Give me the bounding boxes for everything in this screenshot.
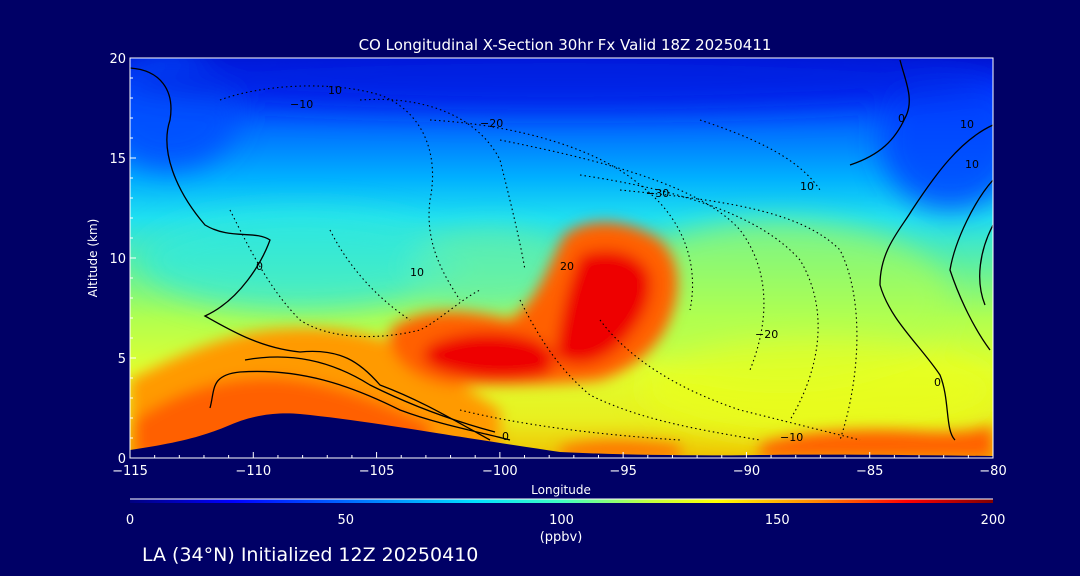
contour-label: 10 (328, 84, 342, 97)
colorbar-units: (ppbv) (540, 530, 583, 545)
colorbar-ticks: 0 50 100 150 200 (126, 513, 1006, 528)
colorbar: 0 50 100 150 200 (ppbv) (126, 498, 1006, 545)
co-region-cyan-mid (410, 230, 570, 310)
contour-dotted-12 (699, 119, 821, 191)
contour-solid-5 (879, 124, 993, 441)
contour-label: −10 (780, 431, 803, 444)
contour-label: 20 (560, 260, 574, 273)
x-tick-label: −95 (609, 464, 636, 479)
contour-solid-6 (949, 179, 993, 351)
contour-solid-1 (130, 67, 491, 441)
contour-label: −10 (290, 98, 313, 111)
contour-label: 0 (502, 430, 509, 443)
y-tick-label: 5 (118, 352, 126, 367)
contour-dotted-3 (429, 119, 694, 311)
co-region-yellow-right (640, 340, 993, 440)
x-tick-label: −80 (979, 464, 1006, 479)
contour-label: 10 (410, 266, 424, 279)
co-region-green-right (610, 220, 950, 380)
contour-dotted-8 (329, 229, 411, 321)
chart-title: CO Longitudinal X-Section 30hr Fx Valid … (359, 36, 772, 54)
x-tick-label: −110 (235, 464, 271, 479)
co-region-right-blue (880, 70, 993, 210)
contour-dotted-2 (359, 98, 526, 271)
dotted-contours (219, 85, 861, 441)
contour-solid-3 (244, 356, 496, 433)
contour-labels: 10 −20 −30 20 10 0 −20 10 10 0 0 −10 10 … (256, 84, 979, 444)
co-plume-hotspot-west (423, 332, 554, 380)
terrain-mask (130, 413, 993, 458)
x-tick-label: −105 (359, 464, 395, 479)
colorbar-tick-label: 100 (549, 513, 574, 528)
contour-label: 10 (965, 158, 979, 171)
y-tick-label: 10 (109, 252, 126, 267)
contour-label: −30 (646, 187, 669, 200)
x-tick-label: −90 (733, 464, 760, 479)
co-region-upper-blue (130, 58, 993, 110)
contour-dotted-1 (219, 85, 461, 301)
y-axis-label: Altitude (km) (86, 219, 100, 298)
contour-label: 10 (800, 180, 814, 193)
contour-dotted-11 (459, 409, 681, 441)
contour-label: 0 (934, 376, 941, 389)
colorbar-tick-label: 200 (981, 513, 1006, 528)
y-axis: 0 5 10 15 20 (109, 52, 136, 467)
y-tick-label: 20 (109, 52, 126, 67)
contour-label: 10 (960, 118, 974, 131)
contour-solid-7 (979, 224, 993, 306)
x-tick-label: −85 (856, 464, 883, 479)
contour-dotted-4 (499, 139, 765, 371)
solid-contours (130, 59, 993, 441)
x-tick-label: −100 (482, 464, 518, 479)
colorbar-tick-label: 0 (126, 513, 134, 528)
colorbar-gradient (130, 499, 993, 503)
contour-label: 0 (256, 260, 263, 273)
x-axis: −115 −110 −105 −100 −95 −90 −85 −80 (112, 452, 1007, 479)
x-tick-label: −115 (112, 464, 148, 479)
contour-label: −20 (480, 117, 503, 130)
contour-label: 0 (898, 112, 905, 125)
contour-solid-2 (209, 370, 511, 441)
contour-solid-4 (849, 59, 910, 166)
co-field-regions (130, 58, 993, 440)
plot-area: 10 −20 −30 20 10 0 −20 10 10 0 0 −10 10 … (130, 58, 993, 458)
colorbar-tick-label: 150 (765, 513, 790, 528)
co-region-cyan-left (140, 210, 460, 310)
y-tick-label: 15 (109, 152, 126, 167)
co-plume-hotspot-east (555, 250, 651, 364)
y-tick-label: 0 (118, 452, 126, 467)
co-plume-lowlevel-right (760, 425, 993, 458)
x-axis-label: Longitude (531, 483, 591, 497)
init-footer: LA (34°N) Initialized 12Z 20250410 (142, 544, 478, 566)
contour-label: −20 (755, 328, 778, 341)
colorbar-tick-label: 50 (337, 513, 354, 528)
contour-dotted-5 (579, 174, 819, 421)
